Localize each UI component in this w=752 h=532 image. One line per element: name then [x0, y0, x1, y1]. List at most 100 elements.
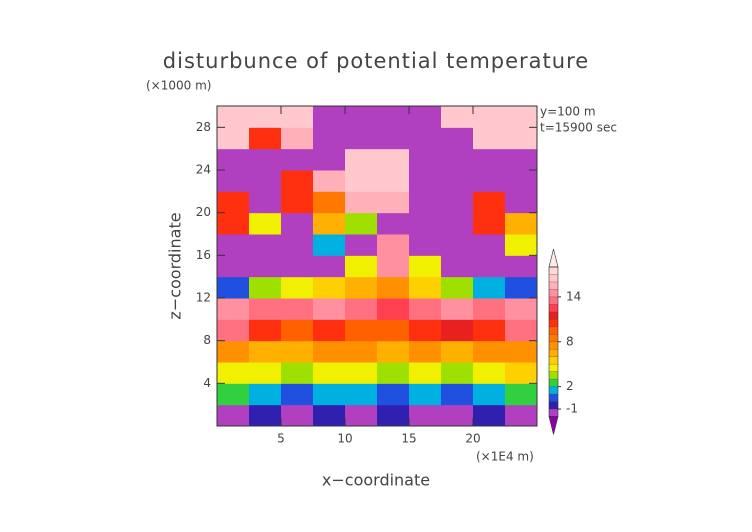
contour-cell	[345, 362, 378, 384]
contour-cell	[505, 212, 538, 235]
contour-cell	[441, 170, 474, 192]
contour-cell	[377, 127, 410, 150]
contour-cell	[409, 191, 442, 214]
contour-cell	[217, 148, 250, 171]
contour-cell	[345, 404, 378, 427]
contour-cell	[473, 298, 506, 320]
contour-cell	[249, 127, 282, 150]
contour-cell	[505, 340, 538, 363]
contour-cell	[217, 170, 250, 192]
contour-cell	[409, 362, 442, 384]
contour-cell	[441, 212, 474, 235]
x-unit: (×1E4 m)	[476, 450, 534, 464]
contour-cell	[505, 319, 538, 342]
plot-frame	[216, 105, 538, 427]
y-tick-label: 24	[196, 163, 211, 177]
y-tick-label: 16	[196, 248, 211, 262]
contour-cell	[473, 340, 506, 363]
colorbar-box	[549, 274, 558, 282]
contour-cell	[377, 362, 410, 384]
contour-cell	[249, 276, 282, 299]
contour-cell	[377, 319, 410, 342]
colorbar-box	[549, 281, 558, 290]
contour-cell	[409, 319, 442, 342]
contour-cell	[441, 255, 474, 278]
contour-cell	[505, 127, 538, 150]
contour-cell	[409, 383, 442, 406]
contour-cell	[441, 404, 474, 427]
contour-cell	[281, 106, 314, 128]
contour-cell	[313, 362, 346, 384]
contour-cell	[281, 127, 314, 150]
annotation: t=15900 sec	[540, 121, 617, 135]
contour-cell	[473, 234, 506, 256]
contour-cell	[217, 362, 250, 384]
x-axis-label: x−coordinate	[322, 471, 430, 490]
contour-cell	[505, 191, 538, 214]
contour-cell	[377, 191, 410, 214]
contour-cell	[281, 319, 314, 342]
contour-cell	[473, 276, 506, 299]
contour-cell	[281, 383, 314, 406]
contour-cell	[473, 362, 506, 384]
x-tick-label: 10	[337, 432, 352, 446]
contour-cell	[217, 404, 250, 427]
colorbar-box	[549, 289, 558, 297]
contour-cell	[249, 191, 282, 214]
contour-cell	[217, 383, 250, 406]
colorbar-box	[549, 401, 558, 410]
contour-cell	[249, 383, 282, 406]
contour-cell	[313, 276, 346, 299]
contour-cell	[441, 319, 474, 342]
contour-cell	[441, 106, 474, 128]
contour-cell	[345, 319, 378, 342]
contour-cell	[345, 127, 378, 150]
contour-cell	[313, 255, 346, 278]
contour-cell	[217, 234, 250, 256]
contour-cell	[473, 148, 506, 171]
contour-cell	[409, 255, 442, 278]
y-tick-label: 20	[196, 205, 211, 219]
colorbar-box	[549, 386, 558, 395]
contour-cell	[345, 212, 378, 235]
colorbar-box	[549, 356, 558, 365]
colorbar-end	[548, 248, 559, 268]
contour-cell	[345, 106, 378, 128]
contour-cell	[441, 362, 474, 384]
colorbar-box	[549, 394, 558, 402]
contour-cell	[281, 191, 314, 214]
contour-cell	[217, 255, 250, 278]
contour-cell	[441, 234, 474, 256]
x-tick-label: 15	[401, 432, 416, 446]
colorbar-box	[549, 311, 558, 320]
contour-cell	[345, 255, 378, 278]
chart-title: disturbunce of potential temperature	[163, 49, 589, 73]
contour-cell	[441, 298, 474, 320]
contour-cell	[281, 212, 314, 235]
contour-cell	[249, 170, 282, 192]
x-tick-label: 20	[465, 432, 480, 446]
contour-cell	[313, 340, 346, 363]
x-tick-label: 5	[277, 432, 285, 446]
contour-cell	[249, 362, 282, 384]
contour-cell	[249, 234, 282, 256]
colorbar-box	[549, 326, 558, 335]
colorbar-box	[549, 409, 558, 417]
contour-cell	[441, 276, 474, 299]
contour-cell	[217, 191, 250, 214]
contour-cell	[217, 212, 250, 235]
contour-cell	[473, 404, 506, 427]
contour-cell	[249, 298, 282, 320]
contour-cell	[505, 106, 538, 128]
colorbar-end	[548, 416, 559, 435]
contour-cell	[441, 191, 474, 214]
contour-cell	[249, 255, 282, 278]
contour-cell	[473, 319, 506, 342]
contour-cell	[473, 255, 506, 278]
contour-cell	[313, 298, 346, 320]
contour-cell	[249, 106, 282, 128]
contour-cell	[281, 276, 314, 299]
contour-cell	[345, 298, 378, 320]
contour-cell	[217, 276, 250, 299]
contour-cell	[281, 298, 314, 320]
